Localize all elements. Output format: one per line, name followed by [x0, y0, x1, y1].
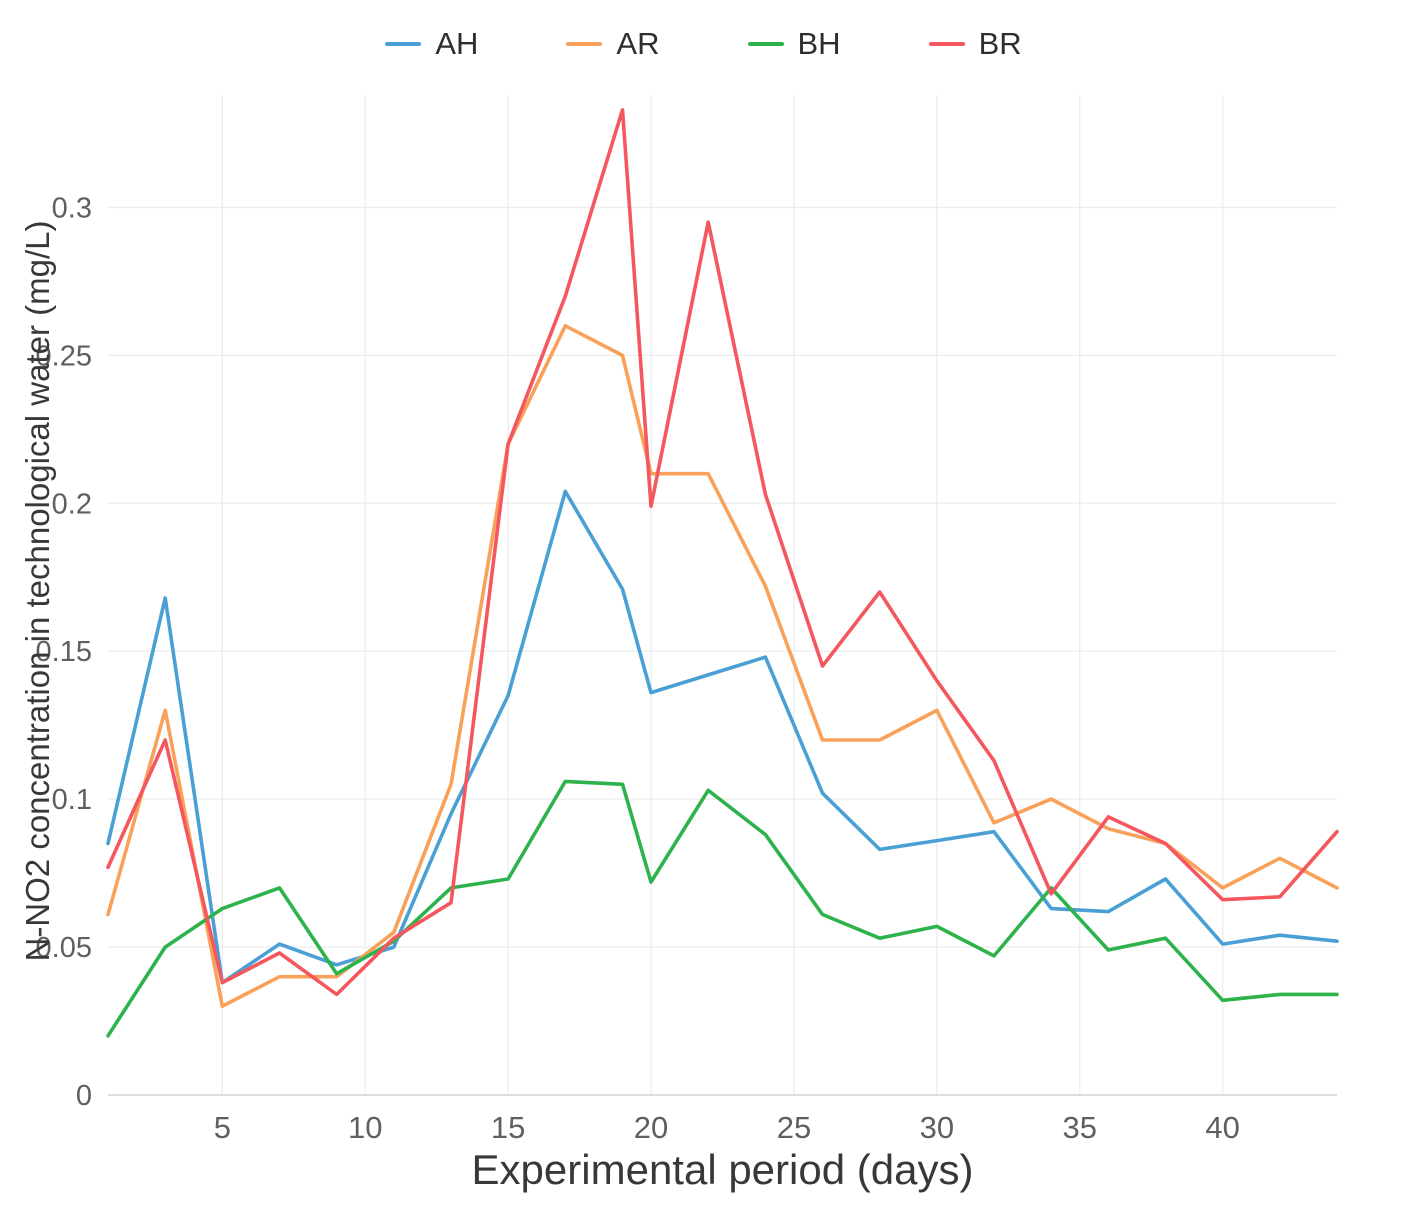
legend-line-swatch-BH	[747, 42, 784, 46]
y-tick-label: 0.05	[36, 932, 92, 964]
series-line-AR	[106, 323, 1339, 1009]
x-tick-label: 10	[348, 1110, 382, 1145]
legend-label-BR: BR	[978, 26, 1022, 61]
y-tick-label: 0	[76, 1080, 92, 1112]
legend-line-swatch-AR	[566, 42, 603, 46]
y-tick-label: 0.1	[52, 784, 92, 816]
legend: AH AR BH BR	[0, 26, 1407, 62]
x-tick-label: 15	[491, 1110, 525, 1145]
series-line-BH	[106, 779, 1339, 1038]
y-tick-label: 0.2	[52, 488, 92, 520]
gridlines	[108, 95, 1337, 1096]
tick-labels: 5 10 15 20 25 30 35 40 0 0.05 0.1 0.15 0.2 0.25 0.3	[36, 192, 1240, 1145]
x-tick-label: 5	[214, 1110, 231, 1145]
x-axis-title: Experimental period (days)	[471, 1146, 974, 1193]
y-tick-label: 0.15	[36, 636, 92, 668]
legend-item-AH: AH	[385, 26, 478, 62]
legend-line-swatch-BR	[928, 42, 965, 46]
x-tick-label: 20	[634, 1110, 668, 1145]
legend-item-BH: BH	[747, 26, 841, 62]
x-tick-label: 35	[1063, 1110, 1097, 1145]
legend-item-AR: AR	[566, 26, 660, 62]
legend-label-AH: AH	[435, 26, 479, 61]
legend-item-BR: BR	[928, 26, 1022, 62]
x-tick-label: 30	[920, 1110, 954, 1145]
legend-line-swatch-AH	[385, 42, 422, 46]
y-tick-label: 0.25	[36, 340, 92, 372]
series-line-AH	[106, 489, 1339, 985]
y-tick-label: 0.3	[52, 192, 92, 224]
x-tick-label: 40	[1205, 1110, 1239, 1145]
series-line-BR	[106, 108, 1339, 997]
x-tick-label: 25	[777, 1110, 811, 1145]
legend-label-BH: BH	[797, 26, 841, 61]
y-axis-title: N-NO2 concentration in technological wat…	[19, 220, 56, 962]
legend-label-AR: AR	[616, 26, 660, 61]
